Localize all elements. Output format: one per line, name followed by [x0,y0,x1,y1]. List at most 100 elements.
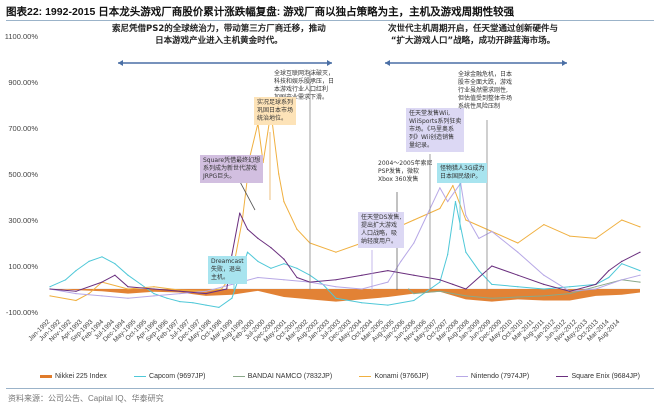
data-point [283,258,285,260]
data-point [220,288,223,290]
data-point [569,286,571,288]
legend-item: Square Enix (9684JP) [556,373,640,380]
data-point [179,289,181,291]
annotation-monster-hunter: 怪物猎人3G成为 日本国民级IP。 [437,163,488,183]
data-point [413,274,415,276]
data-point [75,299,77,302]
annotation-line: 怪物猎人3G成为 [440,165,485,172]
annotation-square: Square凭借最终幻想 系列成为新世代游戏 JRPG巨头。 [200,155,264,183]
data-point [639,274,641,276]
data-point [439,279,441,281]
annotation-line: PSP发售，微软 [378,168,420,175]
data-point [595,237,597,239]
legend-item: Nikkei 225 Index [40,373,107,380]
legend-item: Nintendo (7974JP) [455,373,529,380]
data-point [543,295,545,297]
era-arrow-ps2-head-right [327,60,332,66]
legend-item: BANDAI NAMCO (7832JP) [232,373,332,380]
annotation-line: 任天堂发售Wii, [409,110,451,117]
legend-swatch [359,376,372,377]
data-point [387,304,389,306]
annotation-line: JRPG巨头。 [203,173,236,180]
data-point [75,293,77,295]
annotation-line: 全球互联网泡沫破灭， [274,70,335,77]
data-point [543,288,545,290]
data-point [478,270,480,272]
annotation-line: 次世代主机周期开启，任天堂通过创新硬件与 [388,24,559,34]
annotation-dotcom: 全球互联网泡沫破灭， 科技和娱乐股承压，日 本游戏行业人口红利 加剧产业需求下滑… [274,70,334,102]
data-point [439,290,441,292]
legend-swatch [40,375,52,378]
data-point [231,253,233,256]
data-point [205,304,207,306]
data-point [608,276,610,279]
data-point [231,297,233,299]
y-tick-label: 1100.00% [5,32,39,41]
data-point [465,214,467,216]
data-point [226,288,228,290]
data-point [426,214,428,216]
legend-label: Capcom (9697JP) [149,373,206,380]
data-point [491,283,493,285]
annotation-line: 全球金融危机，日本 [458,71,513,78]
data-point [283,201,285,203]
data-point [114,263,116,265]
legend-label: Square Enix (9684JP) [571,373,640,380]
data-point [465,219,467,221]
y-tick-label: -100.00% [6,308,38,317]
data-point [49,286,51,288]
y-tick-label: 500.00% [8,170,38,179]
annotation-line: 索尼凭借PS2的全球统治力，带动第三方厂商迁移，推动 [112,24,326,34]
y-tick-label: 900.00% [8,78,38,87]
data-point [335,286,337,288]
data-point [75,290,77,292]
data-point [426,290,428,292]
data-point [569,235,571,237]
annotation-line: Square凭借最终幻想 [203,157,261,164]
chart-title: 图表22: 1992-2015 日本龙头游戏厂商股价累计涨跌幅复盘: 游戏厂商以… [6,6,515,18]
y-tick-label: 300.00% [8,216,38,225]
data-point [257,276,259,279]
data-point [517,251,519,253]
annotation-line: 科技和娱乐股承压，日 [274,78,335,85]
data-point [491,265,493,267]
annotation-line: 本游戏行业人口红利 [274,86,329,93]
data-point [413,242,415,244]
data-point [246,228,249,230]
annotation-line: 人口战略，吸 [361,230,398,237]
data-point [361,302,363,304]
annotation-line: 纳轻度用户。 [361,238,398,245]
data-point [153,295,155,297]
data-point [452,184,454,187]
annotation-line: 市场。《马里奥系 [409,126,455,133]
y-tick-label: 700.00% [8,124,38,133]
data-point [153,288,155,290]
data-point [49,295,51,297]
data-point [257,237,259,239]
annotation-psp-xbox: 2004～2005年索尼 PSP发售，微软 Xbox 360发售 [378,160,433,184]
data-point [413,293,415,295]
legend-swatch [232,376,245,377]
data-point [408,288,410,290]
data-point [569,290,571,292]
legend-label: Nikkei 225 Index [55,373,107,380]
series-line-nintendo [49,182,641,299]
data-point [400,260,402,262]
annotation-line: 主机。 [211,274,230,281]
data-point [231,283,233,285]
data-point [517,286,519,288]
annotation-line: “扩大游戏人口”战略，成功开辟蓝海市场。 [390,36,556,46]
data-point [454,201,457,203]
annotation-konami: 实况足球系列 巩固日本市场 统治地位。 [254,97,297,125]
data-point [335,251,337,253]
annotation-line: 统治地位。 [257,115,288,122]
data-point [639,270,641,272]
data-point [278,173,280,175]
data-point [639,281,641,283]
data-point [64,279,67,281]
legend-item: Capcom (9697JP) [134,373,205,380]
data-point [127,274,129,276]
data-point [140,283,142,285]
legend-item: Konami (9766JP) [359,373,429,380]
data-point [447,201,449,203]
